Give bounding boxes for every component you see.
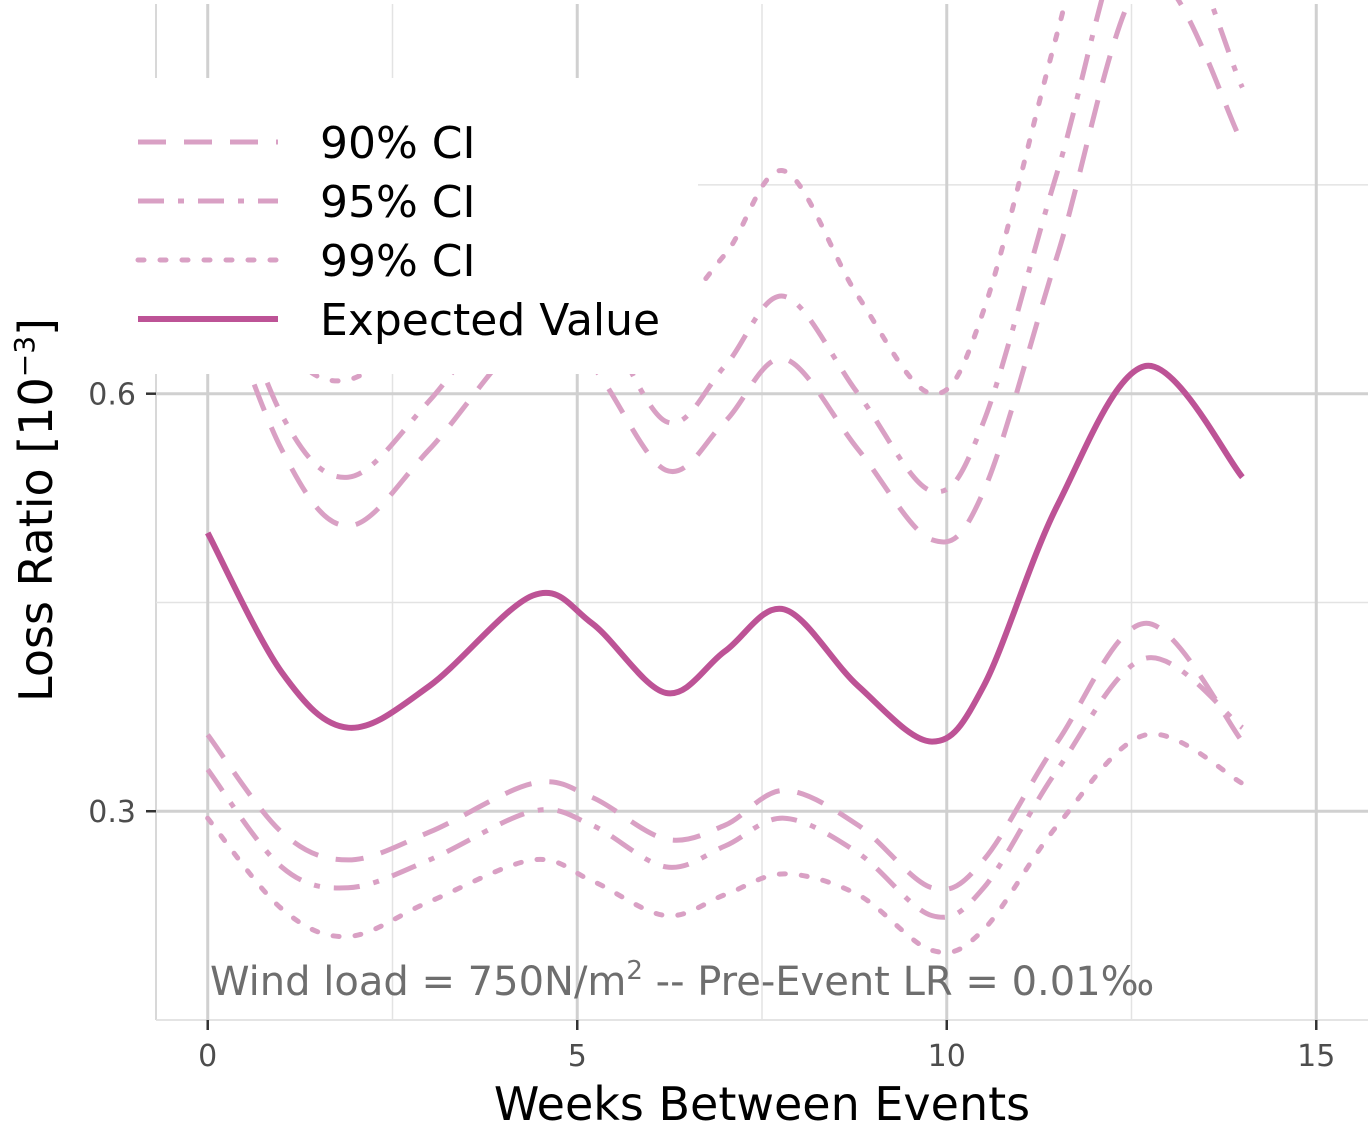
series-line-99-ci-lower (205, 731, 1245, 956)
x-tick-label: 10 (928, 1039, 966, 1074)
x-tick-label: 5 (568, 1039, 587, 1074)
x-axis-title: Weeks Between Events (494, 1077, 1030, 1125)
legend-label: Expected Value (320, 295, 660, 346)
series-line-90-ci-upper (205, 0, 1245, 545)
series-line-95-ci-lower (205, 655, 1244, 920)
legend-background (40, 78, 698, 374)
y-tick-label: 0.6 (88, 378, 136, 413)
annotation: Wind load = 750N/m2 -- Pre-Event LR = 0.… (210, 956, 1154, 1005)
series-line-90-ci-lower (205, 620, 1245, 892)
y-tick-label: 0.3 (88, 795, 136, 830)
legend-label: 95% CI (320, 177, 475, 228)
legend: 90% CI 95% CI 99% CI Expected Value (40, 78, 698, 374)
axes: 0 5 10 15 0.3 0.6 (88, 378, 1335, 1074)
legend-label: 90% CI (320, 118, 475, 169)
x-tick-label: 0 (198, 1039, 217, 1074)
y-axis-title: Loss Ratio [10−3] (8, 318, 63, 702)
series-lines (205, 0, 1245, 956)
series-line-expected-value-center (205, 362, 1245, 745)
grid (155, 4, 1368, 1021)
legend-label: 99% CI (320, 236, 475, 287)
series-line-95-ci-upper (205, 0, 1245, 495)
x-tick-label: 15 (1297, 1039, 1335, 1074)
